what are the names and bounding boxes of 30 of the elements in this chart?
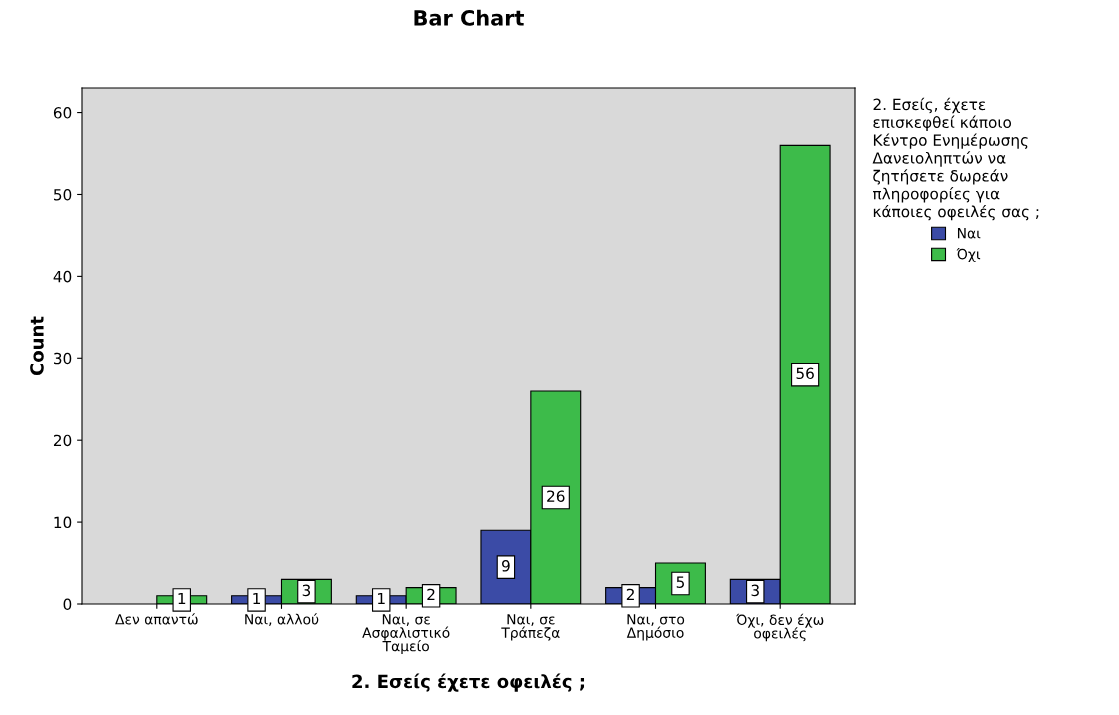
data-label: 1	[178, 592, 186, 605]
y-tick-label: 50	[54, 188, 72, 201]
x-tick-label: Ναι, στο Δημόσιο	[626, 614, 685, 641]
legend-label: Όχι	[956, 248, 981, 263]
y-tick-label: 20	[53, 434, 72, 447]
x-tick-label: Ναι, αλλού	[245, 613, 319, 626]
data-label: 9	[502, 560, 510, 572]
x-tick-label: Δεν απαντώ	[115, 613, 198, 625]
legend-title: 2. Εσείς, έχετε επισκεφθεί κάποιο Κέντρο Ενημέρωσης Δανειοληπτών να ζητήσετε δωρεάν πληροφορίες για κάποιες οφειλές σας ;	[872, 97, 1039, 221]
data-label: 5	[676, 576, 684, 588]
legend-label: Ναι	[957, 228, 981, 239]
data-label: 26	[547, 490, 565, 502]
x-tick-label: Όχι, δεν έχω οφειλές	[736, 613, 824, 642]
y-tick-label: 10	[54, 516, 72, 529]
data-label: 3	[751, 584, 759, 597]
x-axis-title: 2. Εσείς έχετε οφειλές ;	[352, 673, 585, 692]
data-label: 1	[253, 592, 260, 605]
y-tick-label: 30	[54, 352, 72, 365]
y-tick-label: 60	[53, 107, 72, 119]
x-tick-label: Ναι, σε Τράπεζα	[501, 614, 560, 641]
data-label: 3	[302, 584, 311, 597]
data-label: 56	[796, 367, 814, 380]
data-label: 1	[378, 592, 385, 605]
data-label: 2	[427, 588, 435, 601]
x-tick-label: Ναι, σε Ασφαλιστικό Ταμείο	[362, 614, 450, 655]
chart-title: Bar Chart	[414, 9, 524, 26]
y-tick-label: 0	[63, 598, 72, 611]
y-tick-label: 40	[53, 270, 72, 283]
data-label: 2	[626, 588, 634, 601]
y-axis-title: Count	[30, 316, 44, 376]
